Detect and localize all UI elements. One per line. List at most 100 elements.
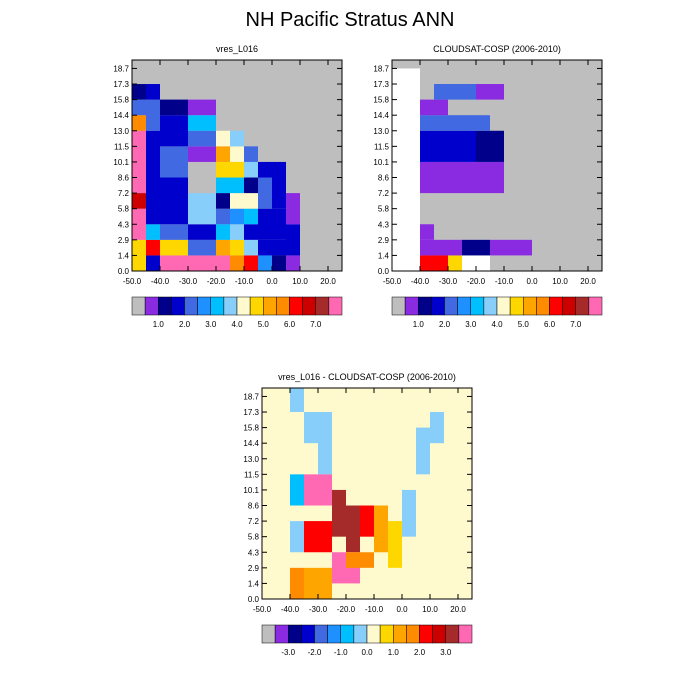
- y-tick-label: 11.5: [244, 470, 260, 479]
- heatmap-cell: [476, 115, 490, 131]
- y-tick-label: 0.0: [248, 595, 260, 604]
- colorbar-label: 3.0: [440, 648, 452, 657]
- y-tick-label: 0.0: [118, 267, 130, 276]
- heatmap-cell: [448, 255, 462, 271]
- y-tick-label: 15.8: [243, 424, 259, 433]
- heatmap-cell: [216, 177, 230, 194]
- heatmap-cell: [272, 208, 286, 240]
- colorbar-swatch: [288, 624, 302, 644]
- colorbar-swatch: [327, 624, 341, 644]
- panel-title: vres_L016: [216, 44, 258, 54]
- heatmap-cell: [160, 99, 188, 116]
- heatmap-cell: [230, 146, 244, 162]
- plot-frame: [261, 387, 473, 600]
- heatmap-cell: [286, 224, 300, 256]
- panel-difference: vres_L016 - CLOUDSAT-COSP (2006-2010) -50…: [243, 372, 473, 657]
- heatmap-cell: [402, 489, 416, 537]
- colorbar-swatch: [223, 296, 238, 316]
- x-tick-label: -40.0: [411, 277, 430, 286]
- colorbar-swatch: [353, 624, 368, 644]
- colorbar-label: -3.0: [281, 648, 295, 657]
- heatmap-cell: [146, 99, 160, 131]
- heatmap-cell: [272, 255, 286, 271]
- colorbar-swatch: [432, 624, 446, 644]
- y-tick-label: 4.3: [248, 548, 260, 557]
- heatmap-cell: [244, 224, 258, 240]
- heatmap-cell: [430, 412, 444, 444]
- heatmap-cell: [188, 130, 216, 147]
- panel-model: vres_L016 -50.0 -40.0 -30.0 -20.0 -10.0 0.0 10.…: [113, 44, 343, 329]
- heatmap-cell: [244, 208, 258, 225]
- heatmap-cell: [230, 255, 244, 271]
- x-tick-label: -30.0: [179, 277, 198, 286]
- colorbar-label: 7.0: [310, 320, 322, 329]
- panel-title: CLOUDSAT-COSP (2006-2010): [433, 44, 561, 54]
- colorbar-swatch: [197, 296, 211, 316]
- x-tick-label: -10.0: [495, 277, 514, 286]
- colorbar-swatch: [549, 296, 563, 316]
- heatmap-cell: [290, 567, 304, 599]
- y-tick-label: 11.5: [374, 142, 390, 151]
- heatmap-cell: [346, 505, 360, 553]
- colorbar-swatch: [457, 296, 471, 316]
- heatmap-cell: [258, 161, 272, 178]
- colorbar-swatch: [391, 296, 406, 316]
- y-tick-label: 0.0: [378, 267, 390, 276]
- y-tick-label: 18.7: [243, 392, 259, 401]
- colorbar-label: 2.0: [414, 648, 426, 657]
- heatmap-cell: [216, 239, 230, 256]
- colorbar-swatch: [431, 296, 445, 316]
- x-tick-label: -10.0: [365, 605, 384, 614]
- y-tick-label: 13.0: [373, 127, 389, 136]
- colorbar-label: 5.0: [518, 320, 530, 329]
- heatmap-cell: [132, 239, 146, 271]
- heatmap-cell: [272, 239, 286, 256]
- heatmap-cell: [188, 99, 216, 116]
- colorbar-swatch: [523, 296, 537, 316]
- heatmap-cell: [244, 255, 258, 271]
- x-tick-label: -50.0: [123, 277, 142, 286]
- heatmap-cell: [132, 84, 146, 100]
- heatmap-cell: [244, 177, 258, 194]
- colorbar-label: 1.0: [413, 320, 425, 329]
- heatmap-cell: [258, 255, 272, 271]
- y-tick-label: 1.4: [248, 579, 260, 588]
- heatmap-cell: [230, 239, 244, 256]
- y-tick-label: 10.1: [373, 158, 389, 167]
- heatmap-cell: [188, 146, 216, 162]
- panel-1-plot: CLOUDSAT-COSP (2006-2010) -50.0 -40.0 -30.0…: [373, 44, 603, 329]
- x-tick-label: -30.0: [309, 605, 328, 614]
- panel-2-plot: vres_L016 - CLOUDSAT-COSP (2006-2010) -50…: [243, 372, 473, 657]
- colorbar-swatch: [379, 624, 394, 644]
- x-tick-label: 20.0: [320, 277, 336, 286]
- x-tick-label: -20.0: [207, 277, 226, 286]
- y-tick-label: 5.8: [118, 205, 130, 214]
- y-tick-label: 11.5: [114, 142, 130, 151]
- y-tick-label: 2.9: [378, 236, 390, 245]
- y-tick-label: 8.6: [118, 174, 130, 183]
- heatmap-cell: [304, 474, 332, 506]
- heatmap-cell: [332, 489, 346, 537]
- colorbar-label: 0.0: [361, 648, 373, 657]
- heatmap-cell: [216, 224, 230, 240]
- heatmap-cell: [160, 239, 188, 256]
- colorbar-swatch: [404, 296, 419, 316]
- x-tick-label: -20.0: [337, 605, 356, 614]
- x-tick-label: 20.0: [450, 605, 466, 614]
- colorbar-swatch: [575, 296, 590, 316]
- y-tick-label: 13.0: [113, 127, 129, 136]
- y-tick-label: 10.1: [243, 486, 259, 495]
- heatmap-cell: [244, 239, 258, 256]
- colorbar-swatch: [131, 296, 146, 316]
- y-tick-label: 7.2: [248, 517, 260, 526]
- colorbar-swatch: [276, 296, 290, 316]
- heatmap-cell: [244, 161, 258, 178]
- colorbar-label: 2.0: [179, 320, 191, 329]
- y-tick-label: 14.4: [243, 439, 259, 448]
- heatmap-cell: [420, 239, 462, 256]
- heatmap-cell: [216, 193, 230, 209]
- colorbar-label: 3.0: [205, 320, 217, 329]
- x-tick-label: 10.0: [552, 277, 568, 286]
- x-tick-label: -40.0: [151, 277, 170, 286]
